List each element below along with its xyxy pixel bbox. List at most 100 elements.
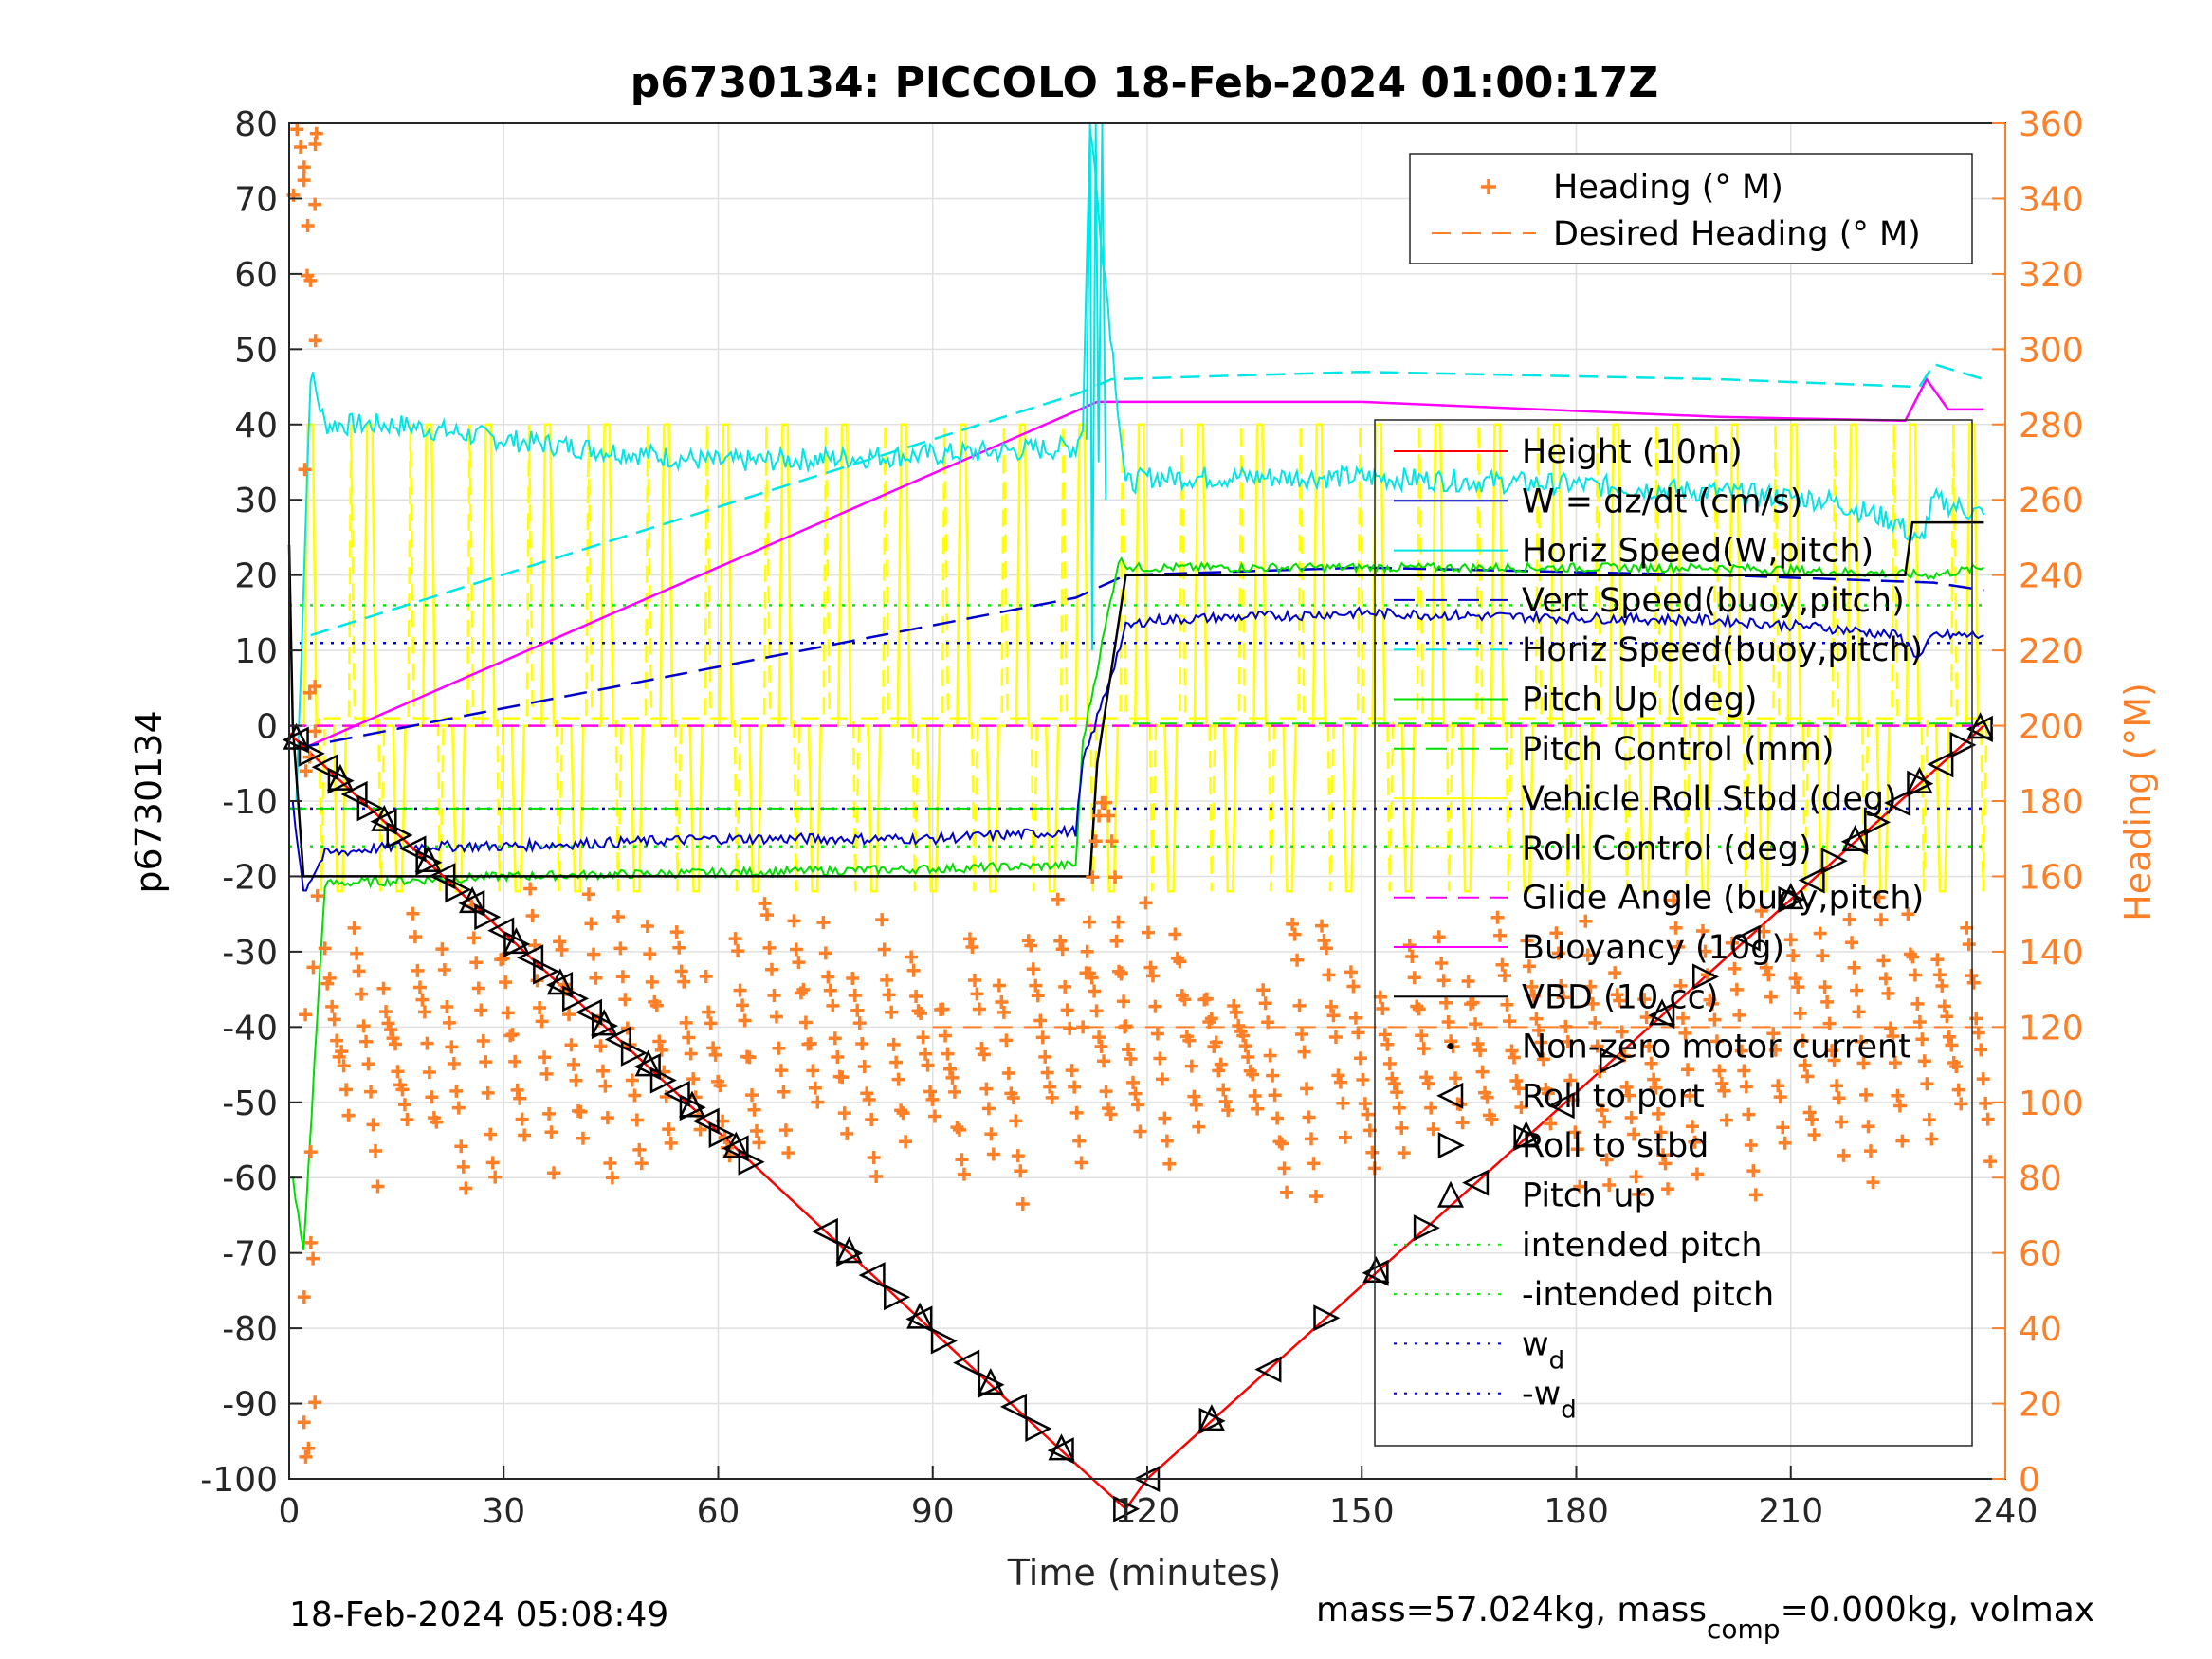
heading-point bbox=[1480, 1090, 1494, 1104]
heading-point bbox=[891, 1072, 905, 1086]
heading-point bbox=[615, 970, 630, 984]
heading-point bbox=[877, 942, 891, 957]
heading-point bbox=[454, 1139, 468, 1154]
heading-point bbox=[941, 1047, 955, 1061]
heading-point bbox=[1698, 944, 1712, 958]
heading-point bbox=[1820, 994, 1835, 1009]
heading-point bbox=[1424, 1101, 1438, 1115]
heading-point bbox=[1319, 941, 1333, 956]
heading-point bbox=[906, 963, 921, 977]
pitch-up-marker bbox=[1512, 1121, 1540, 1148]
heading-point bbox=[562, 1008, 576, 1022]
heading-point bbox=[1801, 1069, 1815, 1084]
heading-point bbox=[1216, 1083, 1231, 1097]
heading-point bbox=[669, 925, 684, 939]
heading-point bbox=[914, 1006, 928, 1020]
roll-marker bbox=[1313, 1304, 1341, 1332]
heading-point bbox=[1602, 1177, 1617, 1192]
legend-main-label: Buoyancy (10g) bbox=[1522, 929, 1784, 967]
heading-point bbox=[525, 908, 539, 922]
legend-main-label-text: Horiz Speed(W,pitch) bbox=[1522, 533, 1874, 571]
legend-main-label-text: W = dz/dt (cm/s) bbox=[1522, 483, 1802, 520]
heading-point bbox=[1590, 1039, 1604, 1053]
heading-point bbox=[1117, 994, 1131, 1009]
heading-point bbox=[1791, 980, 1805, 994]
heading-point bbox=[1466, 995, 1480, 1010]
heading-point bbox=[1642, 1039, 1656, 1053]
heading-point bbox=[1776, 1121, 1790, 1135]
heading-point bbox=[574, 1104, 588, 1119]
heading-point bbox=[1290, 953, 1305, 967]
roll-marker bbox=[1025, 1414, 1052, 1443]
heading-point bbox=[1910, 996, 1925, 1011]
horiz-speed-buoy-line bbox=[310, 362, 1984, 637]
heading-point bbox=[515, 1112, 529, 1126]
heading-point bbox=[672, 940, 686, 955]
heading-point bbox=[708, 1048, 722, 1062]
heading-point bbox=[1410, 999, 1424, 1013]
heading-point bbox=[1089, 1004, 1104, 1018]
roll-marker bbox=[415, 848, 443, 876]
heading-point bbox=[1392, 1101, 1406, 1115]
heading-point bbox=[1949, 1060, 1964, 1074]
heading-point bbox=[294, 139, 308, 154]
heading-point bbox=[335, 1045, 349, 1059]
heading-point bbox=[1925, 1132, 1939, 1146]
heading-point bbox=[496, 952, 510, 966]
heading-point bbox=[862, 1093, 876, 1107]
heading-point bbox=[1199, 992, 1214, 1006]
legend-main-label: -intended pitch bbox=[1522, 1276, 1774, 1314]
heading-point bbox=[945, 1070, 960, 1085]
heading-point bbox=[479, 1055, 493, 1069]
heading-point bbox=[1288, 927, 1302, 941]
heading-point bbox=[308, 1395, 322, 1410]
roll-marker bbox=[370, 808, 397, 835]
heading-point bbox=[1184, 1059, 1198, 1073]
roll-marker bbox=[1778, 885, 1805, 913]
x-axis-label: Time (minutes) bbox=[1007, 1552, 1282, 1594]
heading-point bbox=[347, 921, 361, 935]
heading-point bbox=[1441, 1014, 1455, 1029]
heading-point bbox=[1063, 1021, 1077, 1035]
heading-point bbox=[535, 1014, 549, 1029]
heading-point bbox=[965, 939, 979, 954]
heading-point bbox=[1390, 1085, 1404, 1100]
heading-point bbox=[437, 962, 451, 976]
heading-point bbox=[869, 1169, 884, 1183]
heading-point bbox=[640, 919, 654, 933]
heading-point bbox=[1744, 1138, 1758, 1152]
roll-marker bbox=[591, 1012, 619, 1040]
heading-point bbox=[1035, 1030, 1050, 1045]
heading-point bbox=[1500, 997, 1514, 1012]
heading-point bbox=[361, 1057, 375, 1071]
heading-point bbox=[999, 1033, 1014, 1048]
heading-point bbox=[1561, 1034, 1575, 1048]
heading-point bbox=[1277, 1161, 1291, 1176]
legend-main-symbol bbox=[1436, 1180, 1465, 1208]
heading-point bbox=[1068, 1080, 1082, 1094]
heading-point bbox=[1830, 1079, 1844, 1093]
roll-marker bbox=[1733, 924, 1761, 952]
y-tick-label-left: -50 bbox=[222, 1085, 278, 1123]
y-tick-label-right: 0 bbox=[2019, 1461, 2040, 1500]
heading-point bbox=[569, 1073, 583, 1087]
heading-point bbox=[1600, 1153, 1614, 1167]
heading-point bbox=[828, 1031, 842, 1046]
heading-point bbox=[1455, 1116, 1470, 1130]
heading-point bbox=[1426, 1122, 1440, 1137]
heading-point bbox=[356, 1019, 371, 1033]
y-tick-label-right: 160 bbox=[2019, 858, 2084, 897]
heading-point bbox=[1272, 1135, 1287, 1149]
y-tick-label-left: -70 bbox=[222, 1235, 278, 1274]
heading-point bbox=[1351, 1026, 1365, 1040]
heading-point bbox=[1525, 979, 1539, 994]
heading-point bbox=[950, 1121, 964, 1135]
heading-point bbox=[1563, 1073, 1578, 1087]
legend-top: Heading (° M) Desired Heading (° M) bbox=[1409, 153, 1973, 264]
heading-point bbox=[1006, 1091, 1020, 1105]
heading-point bbox=[848, 988, 862, 1002]
heading-point bbox=[925, 1092, 940, 1106]
roll-marker bbox=[1692, 963, 1720, 991]
heading-point bbox=[1353, 1051, 1367, 1066]
heading-point bbox=[1886, 1030, 1900, 1044]
